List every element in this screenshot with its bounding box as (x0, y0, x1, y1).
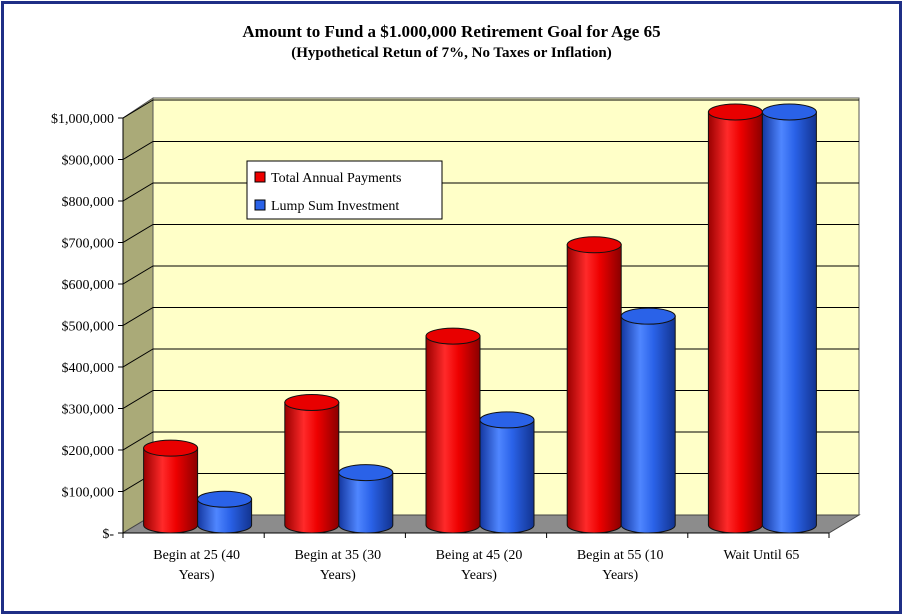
bar-body (707, 111, 763, 534)
chart-title: Amount to Fund a $1.000,000 Retirement G… (242, 22, 661, 41)
bar-lump-sum-investment (197, 490, 253, 534)
bar-lump-sum-investment (479, 411, 535, 534)
y-tick-label: $1,000,000 (51, 112, 114, 127)
legend-label: Total Annual Payments (271, 171, 401, 186)
x-tick-label: Begin at 25 (40 Years) (153, 548, 240, 583)
bar-body (338, 472, 394, 534)
bar-top (197, 490, 253, 508)
y-tick-label: $400,000 (62, 361, 115, 376)
bar-total-annual-payments (425, 327, 481, 534)
legend: Total Annual Payments Lump Sum Investment (246, 160, 443, 220)
bar-lump-sum-investment (338, 464, 394, 534)
y-tick-label: $300,000 (62, 403, 115, 418)
bar-lump-sum-investment (761, 103, 817, 534)
x-tick-label-line: Years) (461, 568, 497, 583)
x-tick-label-line: Begin at 55 (10 (577, 548, 664, 563)
bar-total-annual-payments (143, 439, 199, 534)
bar-top (479, 411, 535, 429)
x-tick-label: Begin at 55 (10 Years) (577, 548, 664, 583)
bar-top (620, 307, 676, 325)
bar-body (566, 244, 622, 534)
y-tick-label: $200,000 (62, 444, 115, 459)
bar-top (284, 394, 340, 411)
x-tick-label: Wait Until 65 (723, 548, 799, 563)
gridline (122, 265, 859, 285)
gridline (122, 182, 859, 202)
legend-label: Lump Sum Investment (271, 199, 399, 214)
x-tick-label-line: Years) (179, 568, 215, 583)
bar-body (620, 315, 676, 534)
bar-body (143, 447, 199, 534)
bar-top (425, 327, 481, 345)
bar-body (284, 402, 340, 534)
bar-body (479, 419, 535, 534)
y-tick-label: $700,000 (62, 237, 115, 252)
y-axis: $- $100,000 $200,000 $300,000 $400,000 $500,0… (51, 112, 123, 542)
x-tick-label-line: Years) (320, 568, 356, 583)
x-tick-label: Being at 45 (20 Years) (436, 548, 523, 583)
bar-lump-sum-investment (620, 307, 676, 534)
bar-total-annual-payments (707, 103, 763, 534)
bar-top (566, 236, 622, 254)
gridline (122, 307, 859, 326)
bar-body (197, 498, 253, 534)
y-tick-label: $100,000 (62, 486, 115, 501)
chart-subtitle: (Hypothetical Retun of 7%, No Taxes or I… (291, 45, 612, 61)
bar-top (338, 464, 394, 482)
gridline (122, 141, 859, 160)
gridline (122, 224, 859, 243)
gridline (122, 99, 859, 119)
legend-swatch (254, 199, 266, 211)
x-tick-label-line: Wait Until 65 (723, 548, 799, 563)
bar-top (143, 439, 199, 457)
y-tick-label: $900,000 (62, 154, 115, 169)
x-tick-label: Begin at 35 (30 Years) (294, 548, 381, 583)
y-tick-label: $500,000 (62, 320, 115, 335)
bar-top (761, 103, 817, 121)
y-tick-label: $800,000 (62, 195, 115, 210)
bar-total-annual-payments (284, 394, 340, 534)
x-tick-label-line: Being at 45 (20 (436, 548, 523, 563)
y-tick-label: $600,000 (62, 278, 115, 293)
bar-total-annual-payments (566, 236, 622, 534)
bar-body (425, 335, 481, 534)
x-tick-label-line: Begin at 25 (40 (153, 548, 240, 563)
bar-top (707, 103, 763, 121)
y-tick-label: $- (102, 527, 114, 542)
legend-swatch (254, 171, 266, 183)
x-tick-label-line: Years) (602, 568, 638, 583)
x-axis: Begin at 25 (40 Years) Begin at 35 (30 Year… (122, 533, 830, 583)
legend-box (246, 160, 443, 220)
bar-body (761, 111, 817, 534)
x-tick-label-line: Begin at 35 (30 (294, 548, 381, 563)
bars (143, 103, 817, 534)
